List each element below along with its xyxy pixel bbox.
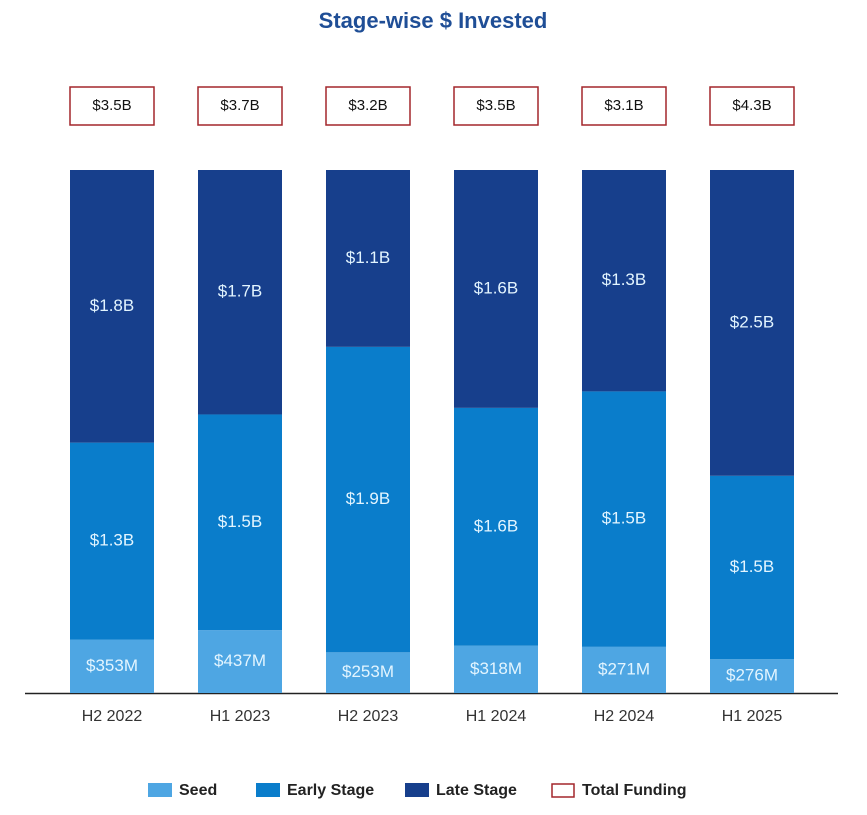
- value-label: $253M: [342, 662, 394, 681]
- chart-title: Stage-wise $ Invested: [319, 8, 548, 33]
- x-tick-label: H1 2023: [210, 708, 271, 725]
- legend-label: Early Stage: [287, 782, 374, 799]
- x-tick-label: H1 2024: [466, 708, 527, 725]
- bar-segment: [454, 170, 538, 408]
- bar-segment: [198, 170, 282, 415]
- total-label: $3.2B: [348, 97, 387, 114]
- total-box: [709, 86, 795, 126]
- x-tick-label: H1 2025: [722, 708, 783, 725]
- total-box: [197, 86, 283, 126]
- total-box: [69, 86, 155, 126]
- bar-segment: [198, 414, 282, 631]
- bar-segment: [70, 442, 154, 640]
- legend-label: Total Funding: [582, 782, 687, 799]
- value-label: $1.6B: [474, 516, 518, 535]
- value-label: $1.6B: [474, 278, 518, 297]
- x-tick-label: H2 2024: [594, 708, 655, 725]
- bar-segment: [710, 475, 794, 660]
- bar-segment: [582, 646, 666, 693]
- bar-segment: [70, 639, 154, 693]
- total-box: [581, 86, 667, 126]
- total-label: $3.5B: [92, 97, 131, 114]
- legend-swatch: [551, 783, 575, 798]
- total-label: $3.1B: [604, 97, 643, 114]
- bar-segment: [454, 407, 538, 646]
- bar-segment: [326, 652, 410, 693]
- value-label: $1.3B: [602, 270, 646, 289]
- total-label: $4.3B: [732, 97, 771, 114]
- value-label: $1.5B: [730, 557, 774, 576]
- value-label: $271M: [598, 659, 650, 678]
- legend-label: Late Stage: [436, 782, 517, 799]
- bar-segment: [326, 170, 410, 347]
- x-tick-label: H2 2022: [82, 708, 143, 725]
- legend-swatch: [405, 783, 429, 797]
- total-label: $3.7B: [220, 97, 259, 114]
- legend-swatch: [148, 783, 172, 797]
- bar-segment: [710, 659, 794, 693]
- bar-segment: [454, 645, 538, 693]
- total-box: [453, 86, 539, 126]
- total-box: [325, 86, 411, 126]
- value-label: $318M: [470, 659, 522, 678]
- bar-segment: [326, 346, 410, 653]
- value-label: $276M: [726, 666, 778, 685]
- value-label: $1.5B: [218, 512, 262, 531]
- value-label: $1.7B: [218, 282, 262, 301]
- value-label: $1.5B: [602, 509, 646, 528]
- value-label: $2.5B: [730, 312, 774, 331]
- value-label: $1.9B: [346, 489, 390, 508]
- value-label: $353M: [86, 656, 138, 675]
- bar-segment: [710, 170, 794, 476]
- legend-swatch: [256, 783, 280, 797]
- bar-segment: [582, 391, 666, 647]
- value-label: $437M: [214, 651, 266, 670]
- value-label: $1.8B: [90, 296, 134, 315]
- legend-label: Seed: [179, 782, 217, 799]
- bar-segment: [70, 170, 154, 443]
- bar-segment: [582, 170, 666, 392]
- total-label: $3.5B: [476, 97, 515, 114]
- bar-segment: [198, 630, 282, 693]
- value-label: $1.1B: [346, 248, 390, 267]
- value-label: $1.3B: [90, 531, 134, 550]
- x-tick-label: H2 2023: [338, 708, 399, 725]
